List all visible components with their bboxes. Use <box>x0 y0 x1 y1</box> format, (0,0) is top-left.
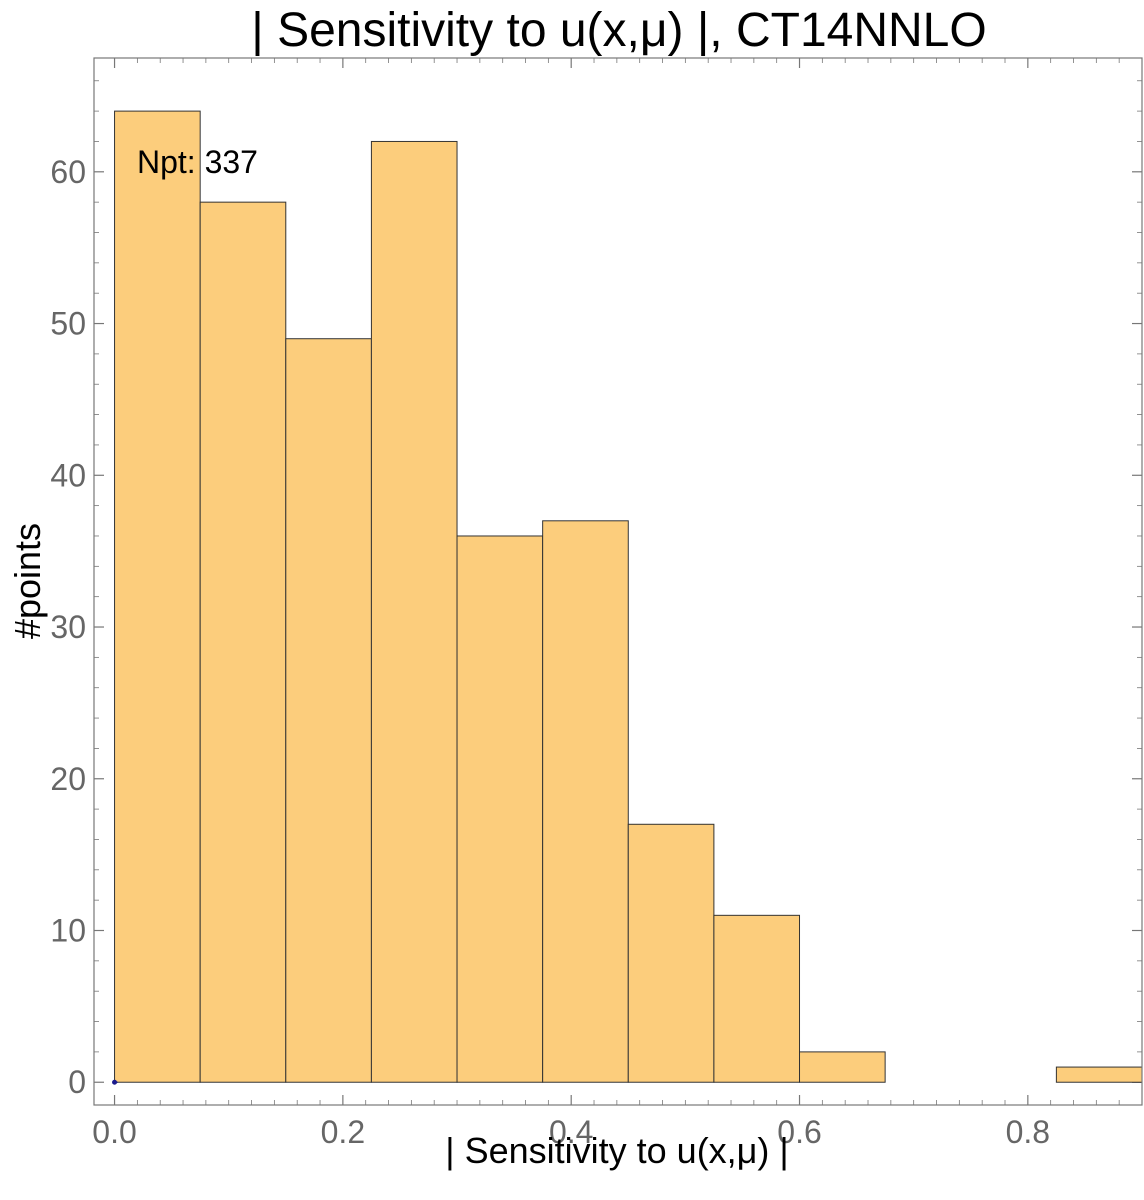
histogram-bar <box>542 520 629 1083</box>
chart-title: | Sensitivity to u(x,μ) |, CT14NNLO <box>251 4 986 57</box>
histogram-bar <box>370 140 458 1083</box>
histogram-bar <box>456 535 544 1083</box>
y-tick-label: 20 <box>50 761 86 797</box>
histogram-bar <box>285 338 372 1083</box>
y-tick-label: 50 <box>50 306 86 342</box>
x-tick-label: 0.0 <box>92 1114 136 1150</box>
bars-layer <box>112 110 1143 1085</box>
histogram-bar <box>1055 1066 1143 1083</box>
y-tick-label: 10 <box>50 913 86 949</box>
y-tick-label: 40 <box>50 457 86 493</box>
y-tick-label: 30 <box>50 609 86 645</box>
ticks-layer <box>94 58 1143 1105</box>
tick-labels-layer: 0.0 0.2 0.4 0.6 0.8 0 10 20 30 40 50 60 <box>50 154 1050 1150</box>
plot-frame <box>93 57 1143 1106</box>
y-tick-label: 0 <box>68 1064 86 1100</box>
y-tick-label: 60 <box>50 154 86 190</box>
npt-annotation: Npt: 337 <box>137 144 258 180</box>
x-tick-label: 0.6 <box>777 1114 821 1150</box>
x-axis-label: | Sensitivity to u(x,μ) | <box>445 1130 789 1171</box>
histogram-bar <box>199 201 287 1083</box>
histogram-bar <box>713 914 801 1083</box>
x-tick-label: 0.2 <box>321 1114 365 1150</box>
y-axis-label: #points <box>7 523 48 639</box>
x-tick-label: 0.4 <box>549 1114 593 1150</box>
x-tick-label: 0.8 <box>1006 1114 1050 1150</box>
histogram-bar <box>114 110 201 1083</box>
histogram-bar <box>799 1051 886 1083</box>
histogram-bar <box>627 823 715 1083</box>
origin-point <box>112 1079 118 1085</box>
